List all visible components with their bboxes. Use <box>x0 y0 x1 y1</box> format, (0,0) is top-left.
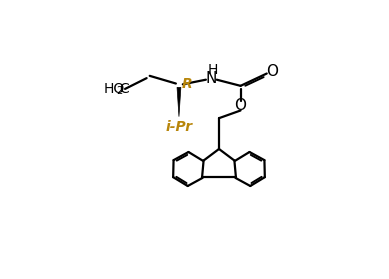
Text: R: R <box>181 77 192 91</box>
Text: O: O <box>266 64 278 80</box>
Polygon shape <box>177 87 181 117</box>
Text: i-Pr: i-Pr <box>165 121 193 134</box>
Text: H: H <box>208 63 218 78</box>
Text: O: O <box>235 98 247 113</box>
Text: 2: 2 <box>116 86 122 96</box>
Text: HO: HO <box>103 82 125 96</box>
Text: N: N <box>206 71 217 86</box>
Text: C: C <box>119 82 129 96</box>
